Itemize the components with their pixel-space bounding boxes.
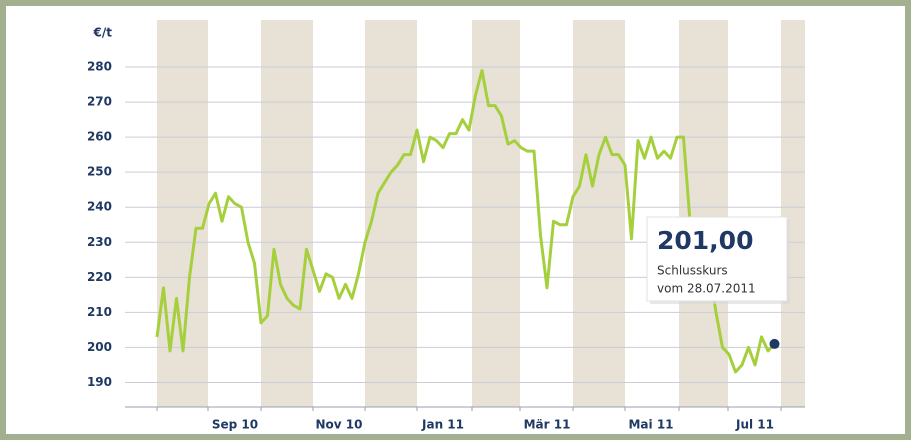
y-tick-label: 200 xyxy=(87,340,112,354)
y-tick-label: 250 xyxy=(87,165,112,179)
x-tick-label: Nov 10 xyxy=(316,418,363,432)
y-tick-label: 240 xyxy=(87,200,112,214)
y-tick-label: 270 xyxy=(87,95,112,109)
month-stripe xyxy=(261,20,313,407)
price-line xyxy=(155,69,776,374)
x-tick-label: Jul 11 xyxy=(735,418,774,432)
month-stripe xyxy=(679,20,728,407)
month-stripe xyxy=(472,20,520,407)
y-tick-label: 210 xyxy=(87,305,112,319)
tooltip xyxy=(646,216,788,302)
month-stripe xyxy=(573,20,625,407)
month-stripe xyxy=(781,20,805,407)
y-tick-label: 230 xyxy=(87,235,112,249)
x-tick-label: Mai 11 xyxy=(628,418,673,432)
x-tick-label: Jan 11 xyxy=(421,418,464,432)
y-tick-label: 220 xyxy=(87,270,112,284)
y-axis-label: €/t xyxy=(93,26,113,40)
tooltip-caption: Schlusskurs xyxy=(657,264,728,278)
tooltip-value: 201,00 xyxy=(657,226,753,255)
x-tick-label: Sep 10 xyxy=(212,418,258,432)
x-tick-label: Mär 11 xyxy=(524,418,571,432)
tooltip-date: vom 28.07.2011 xyxy=(657,282,756,296)
y-tick-label: 280 xyxy=(87,60,112,74)
y-tick-label: 260 xyxy=(87,130,112,144)
y-tick-label: 190 xyxy=(87,375,112,389)
last-point xyxy=(769,338,780,349)
